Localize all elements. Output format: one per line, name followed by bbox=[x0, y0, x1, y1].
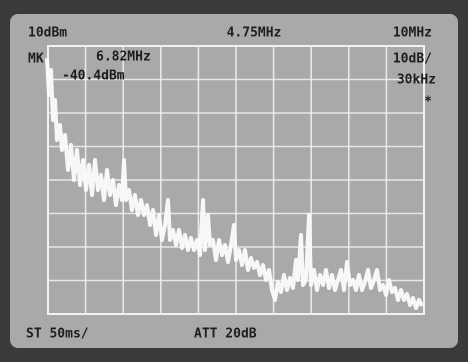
marker-level: -40.4dBm bbox=[62, 69, 125, 84]
sweep-time: ST 50ms/ bbox=[26, 327, 89, 342]
spectrum-trace bbox=[45, 57, 424, 310]
scale: 10dB/ bbox=[393, 52, 432, 67]
screen bbox=[10, 14, 458, 348]
rbw: 30kHz bbox=[397, 73, 436, 88]
marker-label: MK bbox=[28, 52, 44, 67]
span: 10MHz bbox=[393, 26, 432, 41]
ref-level: 10dBm bbox=[28, 26, 67, 41]
star: * bbox=[424, 95, 432, 110]
center-freq: 4.75MHz bbox=[227, 26, 282, 41]
attenuation: ATT 20dB bbox=[194, 327, 257, 342]
marker-freq: 6.82MHz bbox=[96, 50, 151, 65]
